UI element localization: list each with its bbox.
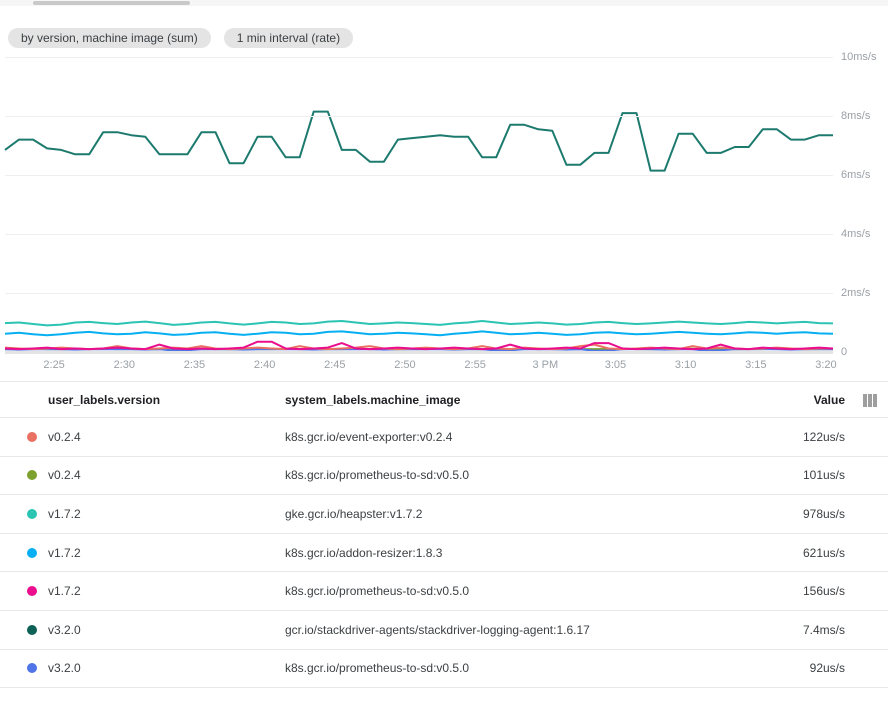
version-cell: v1.7.2	[48, 506, 81, 521]
table-row[interactable]: v1.7.2 k8s.gcr.io/prometheus-to-sd:v0.5.…	[0, 572, 888, 611]
series-line[interactable]	[4, 320, 834, 327]
series-color-dot-icon	[27, 508, 37, 519]
machine-image-cell: gcr.io/stackdriver-agents/stackdriver-lo…	[285, 622, 590, 637]
column-header-machine-image[interactable]: system_labels.machine_image	[285, 392, 461, 407]
version-cell: v1.7.2	[48, 545, 81, 560]
value-cell: 621us/s	[802, 545, 845, 560]
y-axis-tick-label: 0	[841, 346, 848, 358]
version-cell: v0.2.4	[48, 468, 81, 483]
value-cell: 122us/s	[802, 429, 845, 444]
table-row[interactable]: v0.2.4 k8s.gcr.io/prometheus-to-sd:v0.5.…	[0, 457, 888, 496]
y-axis-tick-label: 10ms/s	[841, 51, 877, 63]
series-color-dot-icon	[27, 663, 37, 674]
legend-rows: v0.2.4 k8s.gcr.io/event-exporter:v0.2.4 …	[0, 418, 888, 689]
x-axis-tick-label: 3 PM	[532, 359, 559, 371]
x-axis-tick-label: 3:10	[674, 359, 697, 371]
chip-group-by[interactable]: by version, machine image (sum)	[8, 28, 211, 48]
y-axis-tick-label: 4ms/s	[841, 228, 871, 240]
gridline	[5, 57, 833, 58]
horizontal-scrollbar[interactable]	[0, 0, 888, 6]
table-row[interactable]: v3.2.0 gcr.io/stackdriver-agents/stackdr…	[0, 611, 888, 650]
aggregation-chips: by version, machine image (sum) 1 min in…	[8, 28, 354, 48]
legend-table-header: user_labels.version system_labels.machin…	[0, 381, 888, 418]
series-line[interactable]	[4, 330, 834, 337]
value-cell: 92us/s	[809, 661, 845, 676]
gridline	[5, 175, 833, 176]
column-header-value[interactable]: Value	[813, 392, 845, 407]
x-axis-tick-label: 3:05	[604, 359, 627, 371]
series-color-dot-icon	[27, 431, 37, 442]
table-row[interactable]: v0.2.4 k8s.gcr.io/event-exporter:v0.2.4 …	[0, 418, 888, 457]
version-cell: v0.2.4	[48, 429, 81, 444]
version-cell: v3.2.0	[48, 661, 81, 676]
value-cell: 101us/s	[802, 468, 845, 483]
y-axis-tick-label: 6ms/s	[841, 169, 871, 181]
machine-image-cell: k8s.gcr.io/prometheus-to-sd:v0.5.0	[285, 661, 470, 676]
x-axis-tick-label: 2:55	[464, 359, 486, 371]
column-header-version[interactable]: user_labels.version	[48, 392, 161, 407]
legend-table: user_labels.version system_labels.machin…	[0, 381, 888, 689]
machine-image-cell: k8s.gcr.io/addon-resizer:1.8.3	[285, 545, 443, 560]
x-axis-tick-label: 2:35	[183, 359, 206, 371]
timeseries-chart[interactable]: 10ms/s 8ms/s 6ms/s 4ms/s 2ms/s 0 2:25 2:30 2:35 2…	[0, 0, 888, 381]
x-axis-tick-label: 3:15	[745, 359, 767, 371]
series-color-dot-icon	[27, 470, 37, 481]
machine-image-cell: k8s.gcr.io/prometheus-to-sd:v0.5.0	[285, 584, 470, 599]
table-row[interactable]: v1.7.2 gke.gcr.io/heapster:v1.7.2 978us/…	[0, 495, 888, 534]
chip-interval[interactable]: 1 min interval (rate)	[223, 28, 354, 48]
series-color-dot-icon	[27, 547, 37, 558]
table-row[interactable]: v3.2.0 k8s.gcr.io/prometheus-to-sd:v0.5.…	[0, 650, 888, 689]
x-axis-tick-label: 2:40	[253, 359, 276, 371]
y-axis-tick-label: 8ms/s	[841, 110, 871, 122]
table-row[interactable]: v1.7.2 k8s.gcr.io/addon-resizer:1.8.3 62…	[0, 534, 888, 573]
series-line[interactable]	[4, 340, 834, 351]
value-cell: 978us/s	[802, 506, 845, 521]
chart-plot-area[interactable]	[0, 0, 888, 381]
machine-image-cell: k8s.gcr.io/event-exporter:v0.2.4	[285, 429, 453, 444]
version-cell: v3.2.0	[48, 622, 81, 637]
value-cell: 7.4ms/s	[802, 622, 845, 637]
gridline	[5, 293, 833, 294]
y-axis-tick-label: 2ms/s	[841, 287, 871, 299]
x-axis-tick-label: 2:45	[324, 359, 346, 371]
series-color-dot-icon	[27, 624, 37, 635]
series-line[interactable]	[4, 110, 833, 172]
gridline	[5, 234, 833, 235]
gridline	[5, 116, 833, 117]
x-axis-tick-label: 2:25	[43, 359, 65, 371]
scrollbar-thumb-icon[interactable]	[33, 1, 190, 5]
x-axis-tick-label: 3:20	[815, 359, 837, 371]
value-cell: 156us/s	[802, 584, 845, 599]
gridline	[5, 351, 833, 354]
x-axis-tick-label: 2:50	[394, 359, 416, 371]
series-color-dot-icon	[27, 586, 37, 597]
version-cell: v1.7.2	[48, 584, 81, 599]
x-axis-tick-label: 2:30	[113, 359, 135, 371]
column-settings-icon[interactable]	[863, 394, 877, 407]
machine-image-cell: gke.gcr.io/heapster:v1.7.2	[285, 506, 423, 521]
machine-image-cell: k8s.gcr.io/prometheus-to-sd:v0.5.0	[285, 468, 470, 483]
